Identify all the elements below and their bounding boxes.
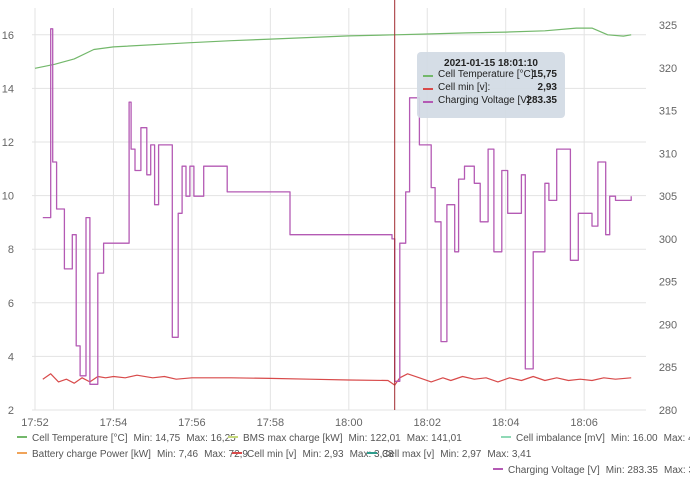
y-right-tick-label: 290	[659, 319, 677, 331]
legend-label: Charging Voltage [V]	[508, 465, 600, 476]
legend-min: Min: 122,01	[348, 433, 401, 444]
tooltip-timestamp: 2021-01-15 18:01:10	[444, 58, 538, 69]
tooltip-swatch	[423, 101, 433, 103]
legend-swatch	[228, 436, 238, 439]
y-left-tick-label: 6	[8, 298, 14, 310]
legend-swatch	[501, 436, 511, 439]
y-right-tick-label: 300	[659, 234, 677, 246]
legend-min: Min: 2,93	[302, 449, 344, 460]
legend-item-cell-max[interactable]: Cell max [v] Min: 2,97 Max: 3,41	[367, 449, 531, 460]
legend-min: Min: 2,97	[440, 449, 482, 460]
y-right-tick-label: 280	[659, 405, 677, 417]
axes: 2 4 6 8 10 12 14 16 280 285 290 295 300 305 310 315 320 3…	[2, 20, 677, 429]
tooltip-value: 2,93	[537, 82, 557, 93]
x-tick-label: 18:02	[413, 417, 441, 429]
legend-max: Max: 44.00	[663, 433, 690, 444]
legend-label: Cell imbalance [mV]	[516, 433, 605, 444]
legend-label: Cell min [v]	[247, 449, 297, 460]
y-left-tick-label: 8	[8, 244, 14, 256]
y-right-tick-label: 315	[659, 106, 677, 118]
tooltip-value: 15,75	[531, 69, 557, 80]
tooltip-row-charging-voltage: Charging Voltage [V]: 283.35	[423, 95, 557, 108]
series-layer	[34, 27, 632, 386]
y-right-tick-label: 285	[659, 362, 677, 374]
tooltip-label: Cell min [v]:	[438, 82, 491, 93]
x-tick-label: 17:54	[100, 417, 128, 429]
tooltip-label: Charging Voltage [V]:	[438, 95, 533, 106]
series-line-0	[34, 27, 632, 69]
legend-item-cell-temperature[interactable]: Cell Temperature [°C] Min: 14,75 Max: 16,2…	[17, 433, 236, 444]
y-left-tick-label: 14	[2, 83, 14, 95]
legend-min: Min: 283.35	[605, 465, 658, 476]
legend-swatch	[493, 468, 503, 471]
y-right-tick-label: 295	[659, 277, 677, 289]
legend-label: Cell max [v]	[382, 449, 435, 460]
legend-max: Max: 72,9	[204, 449, 248, 460]
grid	[32, 8, 646, 411]
series-line-6	[42, 28, 632, 385]
tooltip-swatch	[423, 88, 433, 90]
y-right-tick-label: 325	[659, 20, 677, 32]
x-tick-label: 17:52	[21, 417, 49, 429]
y-left-tick-label: 12	[2, 137, 14, 149]
series-line-4	[42, 373, 632, 386]
x-tick-label: 17:58	[257, 417, 285, 429]
legend-swatch	[17, 436, 27, 439]
legend-swatch	[367, 452, 377, 455]
legend-swatch	[17, 452, 27, 455]
tooltip-swatch	[423, 75, 433, 77]
legend-max: Max: 141,01	[406, 433, 462, 444]
legend-min: Min: 14,75	[133, 433, 181, 444]
tooltip-label: Cell Temperature [°C]:	[438, 69, 537, 80]
legend-label: Cell Temperature [°C]	[32, 433, 128, 444]
legend-label: BMS max charge [kW]	[243, 433, 343, 444]
legend-item-battery-charge-power[interactable]: Battery charge Power [kW] Min: 7,46 Max: 7…	[17, 449, 248, 460]
legend-item-charging-voltage[interactable]: Charging Voltage [V] Min: 283.35 Max: 324.…	[493, 465, 690, 476]
x-tick-label: 18:00	[335, 417, 363, 429]
y-right-tick-label: 320	[659, 63, 677, 75]
x-tick-label: 17:56	[178, 417, 206, 429]
legend-max: Max: 3,41	[487, 449, 532, 460]
tooltip-row-cell-min: Cell min [v]: 2,93	[423, 82, 557, 95]
legend-max: Max: 16,25	[186, 433, 236, 444]
legend-item-cell-imbalance[interactable]: Cell imbalance [mV] Min: 16.00 Max: 44.00	[501, 433, 690, 444]
y-left-tick-label: 10	[2, 191, 14, 203]
y-right-tick-label: 310	[659, 148, 677, 160]
legend-min: Min: 16.00	[610, 433, 658, 444]
x-tick-label: 18:04	[492, 417, 520, 429]
y-left-tick-label: 2	[8, 405, 14, 417]
hover-tooltip: 2021-01-15 18:01:10 Cell Temperature [°C…	[417, 52, 565, 118]
tooltip-row-cell-temperature: Cell Temperature [°C]: 15,75	[423, 69, 557, 82]
y-left-tick-label: 4	[8, 351, 14, 363]
y-left-tick-label: 16	[2, 30, 14, 42]
legend-item-cell-min[interactable]: Cell min [v] Min: 2,93 Max: 3,38	[232, 449, 394, 460]
y-right-tick-label: 305	[659, 191, 677, 203]
legend-swatch	[232, 452, 242, 455]
legend-label: Battery charge Power [kW]	[32, 449, 151, 460]
legend-min: Min: 7,46	[156, 449, 199, 460]
legend-max: Max: 324.57	[664, 465, 690, 476]
legend-item-bms-max-charge[interactable]: BMS max charge [kW] Min: 122,01 Max: 141,0…	[228, 433, 462, 444]
tooltip-value: 283.35	[526, 95, 557, 106]
legend-max: Max: 3,38	[349, 449, 394, 460]
x-tick-label: 18:06	[570, 417, 598, 429]
